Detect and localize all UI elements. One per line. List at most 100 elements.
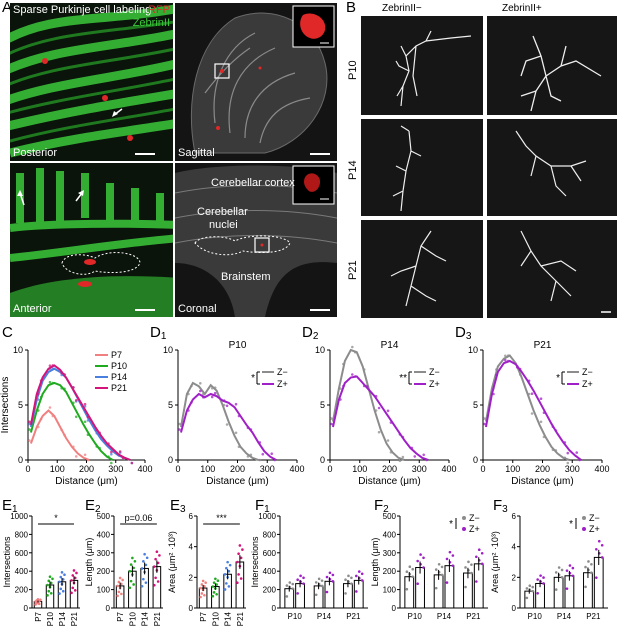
dot (121, 578, 124, 582)
dot (451, 554, 455, 557)
y-tick-label: 10 (315, 345, 325, 355)
dot (140, 567, 144, 570)
data-point (222, 399, 226, 402)
dot (542, 582, 545, 585)
bar-P21 (69, 579, 79, 609)
data-point (353, 350, 357, 354)
data-point (566, 461, 570, 465)
dot (116, 594, 119, 598)
x-tick-label: 0 (480, 464, 485, 474)
chart-title: P21 (534, 340, 552, 351)
data-point (492, 392, 495, 396)
chart-title: P10 (229, 340, 247, 351)
y-axis-label: Intersections (0, 377, 11, 434)
dot (215, 583, 218, 586)
panel-d2-letter: D2 (302, 325, 318, 342)
y-tick-label: 400 (263, 567, 277, 576)
dot (72, 569, 76, 572)
data-point (506, 354, 510, 357)
data-point (563, 441, 567, 444)
data-point (377, 430, 381, 434)
y-tick-label: 5 (320, 400, 325, 410)
x-axis-label: Distance (μm) (358, 476, 420, 487)
dot (71, 574, 75, 577)
chart-f1: 0 200 400 600 800 1000 Intersections P10 P14 P21 (250, 512, 368, 621)
posterior-folia (10, 3, 173, 161)
data-point (351, 373, 354, 376)
panel-b-letter: B (346, 0, 357, 16)
dot (347, 574, 350, 578)
dot (470, 563, 473, 566)
dot (314, 593, 318, 597)
e2-sub: 2 (95, 504, 101, 515)
x-tick-label: P10 (288, 612, 303, 621)
data-point (563, 456, 567, 460)
y-tick-label: 1000 (10, 512, 28, 521)
dot (467, 560, 470, 564)
data-point (36, 398, 40, 401)
bar-P14-Z+ (564, 575, 575, 609)
series-line-P21 (29, 364, 131, 461)
y-axis-label: Area (μm² ·10³) (167, 531, 177, 593)
dot (470, 571, 473, 575)
dot (554, 571, 558, 574)
data-point (246, 455, 250, 458)
x-tick-label: 0 (327, 464, 332, 474)
data-point (74, 399, 78, 402)
data-point (36, 392, 40, 396)
dot (204, 581, 207, 584)
data-point (539, 420, 543, 424)
data-point (178, 428, 181, 431)
x-tick-label: 0 (25, 464, 30, 474)
data-point (339, 398, 342, 401)
data-point (551, 425, 555, 428)
dot (37, 599, 41, 603)
data-point (51, 381, 55, 385)
dot (211, 594, 215, 598)
y-tick-label: 1000 (258, 512, 276, 521)
dot (236, 560, 239, 564)
data-point (178, 422, 181, 426)
y-axis-label: Area (μm² ·10³) (490, 531, 500, 593)
y-tick-label: 2 (189, 573, 194, 582)
dot (528, 584, 532, 588)
sig-marker: * (569, 519, 573, 530)
panel-f2-letter: F2 (374, 498, 389, 515)
data-point (249, 428, 253, 431)
x-tick-label: 300 (260, 464, 275, 474)
x-tick-label: P10 (128, 611, 137, 626)
chart-title: P14 (381, 340, 399, 351)
dot (288, 581, 292, 584)
data-point (130, 461, 134, 465)
data-point (39, 379, 43, 382)
x-tick-label: P21 (236, 611, 245, 626)
d3-sub: 3 (465, 331, 472, 342)
series-line-Z+ (331, 375, 429, 461)
dot (360, 572, 364, 576)
dot (70, 579, 73, 582)
x-tick-label: P10 (211, 611, 220, 626)
dot (296, 592, 299, 595)
data-point (258, 441, 262, 444)
data-point (413, 455, 417, 458)
dot (225, 582, 228, 585)
legend-label-Z+: Z+ (582, 379, 593, 389)
dot (314, 581, 318, 584)
dot (480, 562, 484, 566)
data-point (246, 426, 250, 430)
dot (60, 571, 64, 574)
data-point (339, 387, 342, 390)
dot (49, 581, 53, 585)
dot (302, 576, 305, 580)
e3-letter: E (170, 497, 181, 514)
data-point (425, 458, 428, 462)
data-point (504, 358, 507, 362)
dot (203, 584, 206, 588)
x-tick-label: P14 (437, 612, 452, 621)
x-tick-label: 300 (412, 464, 427, 474)
dot (405, 587, 409, 591)
anterior-folia (10, 163, 173, 317)
chart-f3: 0 2 4 6 Area (μm² ·10³) P10 P14 P21 * Z−Z+ (490, 512, 608, 621)
